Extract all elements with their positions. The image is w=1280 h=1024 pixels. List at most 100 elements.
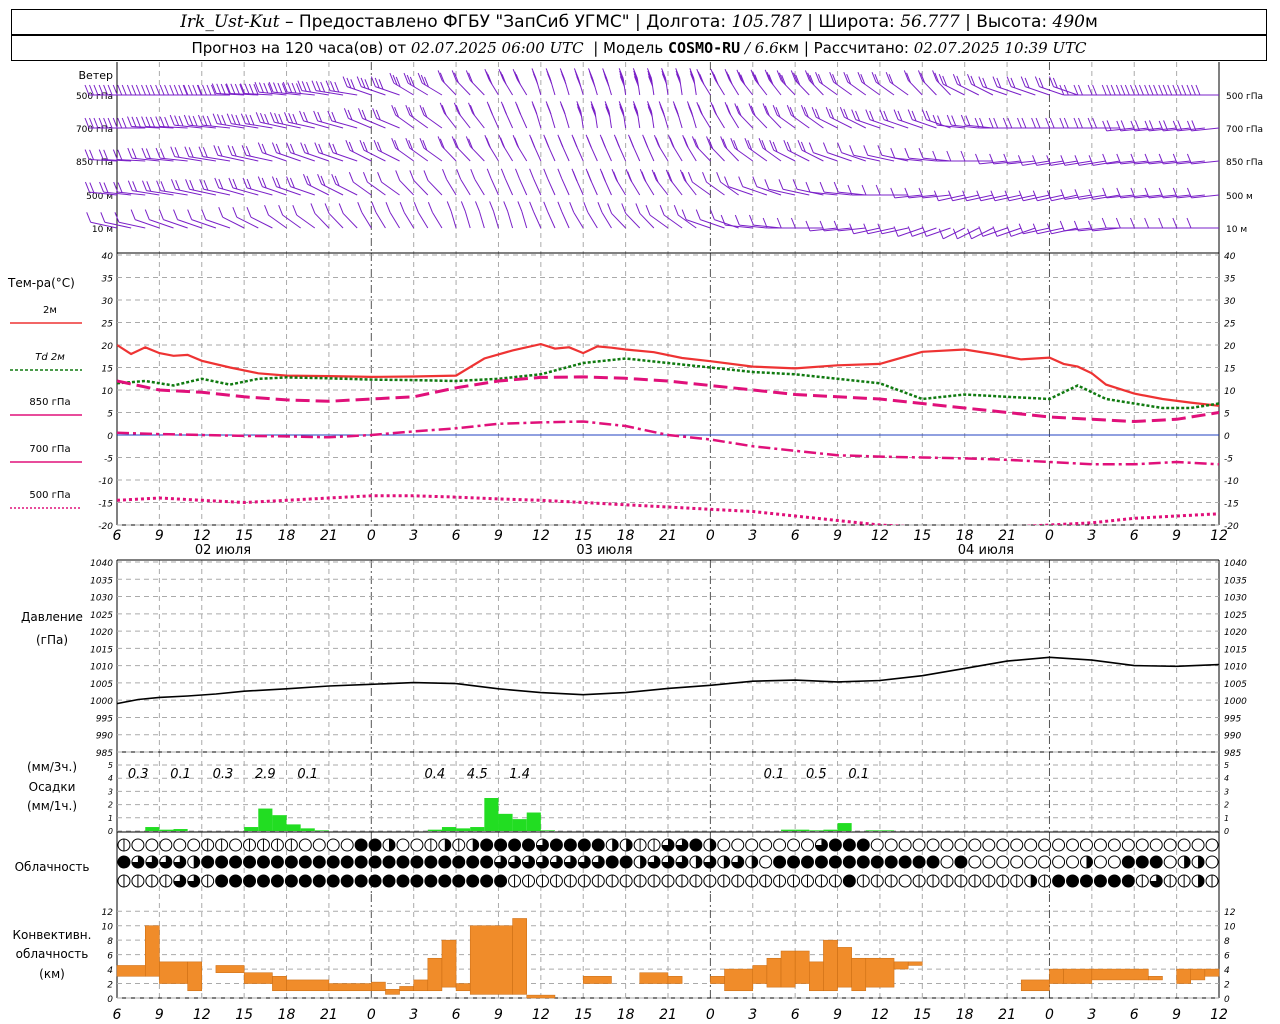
hour-tick-label-top: 18 xyxy=(956,528,974,544)
wind-barb-feather xyxy=(135,84,141,96)
calc-label: | Рассчитано: xyxy=(803,39,909,57)
precip-3h-label: 2.9 xyxy=(255,767,276,782)
wind-barb-feather xyxy=(917,70,923,81)
precip-y-tick-right: 1 xyxy=(1224,814,1229,823)
hour-tick-label-top: 9 xyxy=(833,528,842,544)
hour-tick-label-top: 15 xyxy=(235,528,253,544)
wind-barb-feather xyxy=(775,107,781,118)
wind-barb-staff xyxy=(1039,86,1064,96)
cloud-cover-symbol xyxy=(1010,874,1024,888)
wind-barb-feather xyxy=(357,202,363,213)
precip-panel-title: Осадки xyxy=(29,780,76,794)
wind-barb-staff xyxy=(762,147,782,162)
wind-barb-staff xyxy=(145,157,174,162)
cloud-cover-symbol xyxy=(535,874,549,888)
wind-barb-feather xyxy=(271,176,277,187)
cloud-symbol-circle xyxy=(1191,838,1205,852)
wind-barb-feather xyxy=(965,115,971,126)
wind-barb-feather xyxy=(1088,155,1094,166)
temp-y-tick: -20 xyxy=(98,522,113,532)
cloud-symbol-three-quarter xyxy=(494,856,507,868)
cloud-symbol-circle xyxy=(340,838,354,852)
cloud-symbol-three-quarter xyxy=(187,875,200,888)
wind-barb-feather xyxy=(1020,76,1026,87)
cloud-symbol-fill xyxy=(885,856,898,868)
wind-barb-feather xyxy=(726,104,732,115)
wind-barb-feather xyxy=(1144,217,1150,229)
wind-barb-feather xyxy=(1186,187,1192,199)
wind-barb-feather xyxy=(970,75,976,87)
cloud-cover-symbol xyxy=(438,855,452,869)
wind-barb-feather xyxy=(395,170,401,181)
wind-barb-staff xyxy=(174,124,202,129)
wind-barb-feather xyxy=(84,84,90,96)
wind-barb-feather xyxy=(604,76,610,87)
cloud-symbol-circle xyxy=(1038,838,1052,852)
wind-barb-feather xyxy=(786,104,792,116)
wind-barb-feather xyxy=(752,176,758,187)
pressure-y-tick: 1040 xyxy=(90,559,113,569)
wind-barb-feather xyxy=(560,103,566,115)
wind-barb-feather xyxy=(192,115,198,127)
cloud-symbol-circle xyxy=(912,838,926,852)
wind-barb-feather xyxy=(515,74,521,85)
wind-barb-feather xyxy=(918,187,924,199)
wind-barb-feather xyxy=(1007,117,1013,129)
cloud-cover-symbol xyxy=(368,838,382,852)
wind-barb-staff xyxy=(1010,227,1036,237)
cloud-cover-symbol xyxy=(494,874,508,888)
cloud-symbol-three-quarter xyxy=(159,856,172,868)
wind-barb-staff xyxy=(943,83,965,96)
cloud-symbol-half xyxy=(751,856,758,868)
wind-barb-feather xyxy=(1167,84,1173,96)
wind-barb-feather xyxy=(1144,120,1150,132)
wind-barb-feather xyxy=(1116,187,1122,199)
wind-barb-staff xyxy=(353,181,372,196)
wind-barb-staff xyxy=(103,159,132,162)
cloud-cover-symbol xyxy=(647,874,661,888)
wind-barb-feather xyxy=(619,76,625,87)
wind-barb-feather xyxy=(547,73,553,84)
cloud-cover-symbol xyxy=(898,855,912,869)
date-label: 03 июля xyxy=(576,543,632,558)
cloud-cover-symbol xyxy=(270,838,284,852)
conv-cloud-bar xyxy=(399,986,414,992)
wind-barb-staff xyxy=(740,79,754,96)
cloud-symbol-circle xyxy=(1066,838,1080,852)
wind-barb-staff xyxy=(922,80,937,96)
wind-barb-feather xyxy=(324,203,330,214)
cloud-cover-symbol xyxy=(326,874,340,888)
wind-barb-feather xyxy=(503,201,509,212)
cloud-symbol-fill xyxy=(578,839,591,851)
cloud-symbol-circle xyxy=(773,838,787,852)
date-label: 02 июля xyxy=(195,543,251,558)
wind-barb-feather xyxy=(228,177,234,189)
wind-barb-staff xyxy=(330,90,358,96)
temp-y-tick-right: 25 xyxy=(1224,320,1236,330)
wind-barb-feather xyxy=(183,84,189,96)
wind-barb-feather xyxy=(103,149,109,160)
temp-y-tick-right: -15 xyxy=(1224,500,1239,510)
cloud-cover-symbol xyxy=(800,855,814,869)
wind-barb-feather xyxy=(439,102,445,113)
wind-level-label: 700 гПа xyxy=(76,125,113,135)
wind-barb-feather xyxy=(1181,84,1187,96)
wind-barb-feather xyxy=(422,140,428,151)
wind-barb-feather xyxy=(1088,220,1093,232)
wind-barb-feather xyxy=(356,76,362,87)
wind-barb-feather xyxy=(142,180,147,191)
wind-barb-feather xyxy=(282,81,288,93)
wind-barb-feather xyxy=(1018,190,1024,201)
wind-barb-feather xyxy=(946,114,952,126)
hour-tick-label-bottom: 6 xyxy=(452,1007,461,1023)
wind-barb-feather xyxy=(747,140,753,151)
cloud-symbol-fill xyxy=(215,875,228,887)
cloud-cover-symbol xyxy=(243,855,257,869)
wind-barb-feather xyxy=(173,84,179,96)
wind-barb-feather xyxy=(647,106,653,117)
cloud-symbol-fill xyxy=(1150,856,1163,868)
conv-cloud-bar xyxy=(1176,968,1191,984)
cloud-cover-symbol xyxy=(117,874,131,888)
cloud-cover-symbol xyxy=(1107,838,1121,852)
cloud-cover-symbol xyxy=(1024,874,1038,888)
